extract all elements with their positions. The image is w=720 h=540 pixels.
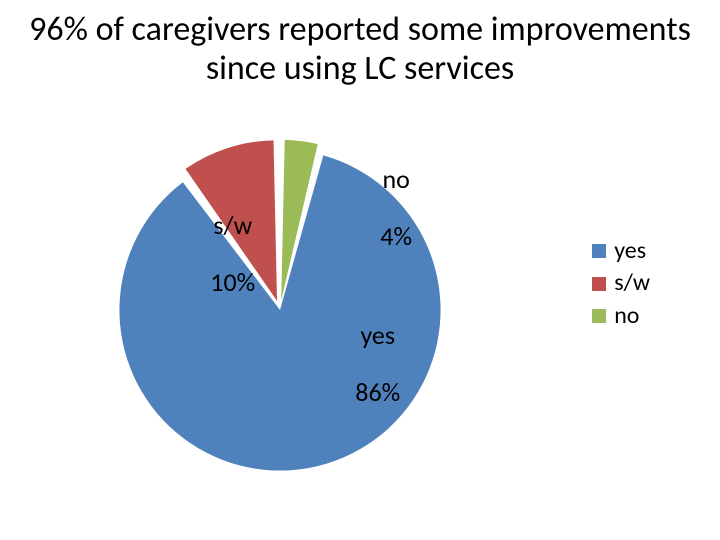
slice-label-sw-pct: 10% bbox=[210, 266, 255, 298]
legend-item-yes: yes bbox=[592, 235, 650, 267]
slice-label-yes-name: yes bbox=[360, 319, 395, 351]
slice-label-no-pct: 4% bbox=[380, 220, 412, 252]
legend-label-sw: s/w bbox=[614, 267, 650, 299]
slice-label-no-name: no bbox=[382, 163, 409, 195]
legend-swatch-no bbox=[592, 309, 606, 323]
chart-area: no 4% yes 86% s/w 10% yes s/w no bbox=[0, 120, 720, 540]
legend-swatch-yes bbox=[592, 244, 606, 258]
slice-label-sw-name: s/w bbox=[213, 209, 252, 241]
legend-label-no: no bbox=[614, 300, 639, 332]
legend-label-yes: yes bbox=[614, 235, 646, 267]
chart-title: 96% of caregivers reported some improvem… bbox=[20, 10, 700, 88]
slice-label-no: no 4% bbox=[345, 136, 412, 279]
slice-label-sw: s/w 10% bbox=[175, 182, 255, 325]
legend-item-no: no bbox=[592, 300, 650, 332]
legend-swatch-sw bbox=[592, 277, 606, 291]
slice-label-yes-pct: 86% bbox=[355, 376, 400, 408]
pie-chart: no 4% yes 86% s/w 10% bbox=[110, 140, 450, 480]
legend: yes s/w no bbox=[592, 235, 650, 332]
legend-item-sw: s/w bbox=[592, 267, 650, 299]
slice-label-yes: yes 86% bbox=[320, 292, 400, 435]
